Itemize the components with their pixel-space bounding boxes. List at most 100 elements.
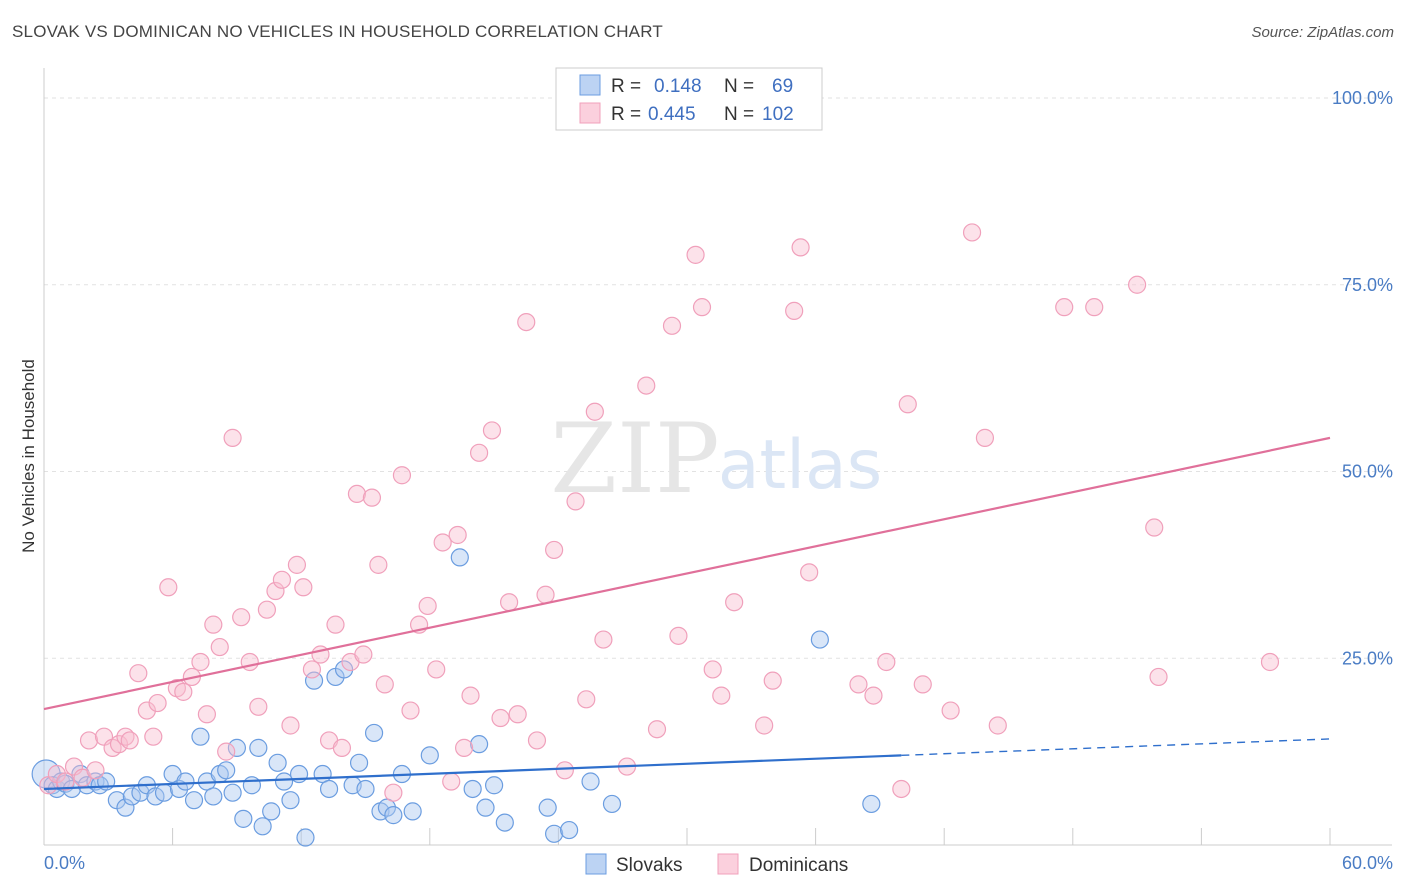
dominican-point-51	[427, 660, 446, 679]
slovak-point-63	[581, 772, 600, 791]
dominican-point-21	[197, 705, 216, 724]
dominican-point-34	[294, 578, 313, 597]
dominican-point-88	[877, 652, 896, 672]
slovak-point-27	[223, 783, 242, 802]
dominican-point-15	[148, 693, 167, 713]
slovak-point-20	[176, 772, 195, 791]
tick-labels: 100.0% 75.0% 50.0% 25.0% 0.0% 60.0%	[44, 88, 1393, 873]
slovak-point-32	[253, 817, 272, 836]
slovak-point-28	[227, 738, 246, 757]
dominican-point-78	[703, 660, 722, 679]
slovak-point-36	[281, 791, 300, 810]
dominican-point-94	[975, 428, 995, 447]
slovak-point-31	[249, 738, 268, 757]
dominican-point-14	[144, 727, 163, 746]
dominican-point-57	[469, 443, 489, 462]
dominican-point-31	[272, 570, 292, 589]
dominican-point-56	[461, 686, 480, 705]
dominican-point-5	[79, 731, 99, 750]
dominican-point-77	[692, 298, 712, 317]
dominican-point-55	[454, 738, 474, 757]
dominican-point-81	[755, 716, 774, 735]
slovak-trend-line	[43, 754, 902, 791]
slovak-point-64	[602, 794, 622, 814]
dominican-point-61	[508, 705, 527, 724]
slovak-point-29	[234, 809, 253, 828]
dominican-point-41	[347, 484, 367, 504]
dominican-point-59	[491, 708, 510, 728]
y-tick-label-1: 75.0%	[1342, 275, 1393, 295]
dominican-point-22	[204, 615, 223, 634]
slovak-point-30	[242, 776, 262, 795]
dominican-point-30	[266, 581, 285, 601]
dominican-point-48	[401, 701, 420, 720]
slovak-point-66	[862, 794, 881, 814]
dominican-point-86	[849, 675, 868, 694]
slovak-point-33	[262, 802, 281, 821]
slovak-point-58	[485, 776, 504, 795]
dominican-point-101	[1260, 652, 1280, 672]
dominican-point-12	[129, 664, 148, 683]
legend-slovak-swatch	[579, 74, 601, 96]
dominican-point-42	[354, 645, 373, 664]
y-tick-label-3: 25.0%	[1342, 648, 1393, 668]
dominican-point-13	[137, 701, 156, 720]
dominican-point-83	[785, 301, 804, 320]
slovak-point-50	[384, 806, 403, 825]
dominican-point-28	[249, 697, 268, 716]
slovak-point-57	[476, 798, 495, 817]
slovak-point-46	[356, 779, 375, 799]
dominican-point-90	[898, 395, 917, 414]
y-tick-label-0: 100.0%	[1332, 88, 1393, 108]
slovak-point-34	[268, 753, 287, 772]
dominican-point-16	[159, 578, 178, 597]
dominican-point-38	[326, 615, 345, 634]
trend-lines	[43, 436, 1331, 791]
dominican-point-89	[892, 779, 911, 799]
bottom-legend-slovaks-swatch	[585, 853, 607, 875]
series-dominicans-points	[39, 223, 1280, 802]
dominican-point-33	[287, 555, 307, 574]
dominican-point-68	[577, 690, 596, 709]
legend-slovak-r-label: R =	[611, 76, 641, 97]
bottom-legend-dominicans-swatch	[717, 853, 739, 875]
dominican-point-24	[217, 742, 236, 761]
axes	[43, 68, 1392, 846]
legend-dominican-swatch	[579, 102, 601, 124]
y-axis-label: No Vehicles in Household	[19, 359, 38, 553]
dominican-point-63	[527, 731, 547, 750]
x-tick-label-1: 60.0%	[1342, 853, 1393, 873]
dominican-point-25	[223, 428, 242, 447]
dominican-point-67	[566, 492, 585, 511]
watermark-atlas: atlas	[718, 426, 882, 505]
bottom-legend-slovaks-label: Slovaks	[616, 855, 683, 876]
dominican-point-87	[864, 686, 883, 705]
dominican-point-75	[669, 626, 688, 645]
legend-dominican-r-label: R =	[611, 104, 641, 125]
slovak-point-21	[184, 791, 204, 810]
dominican-point-60	[500, 593, 519, 612]
dominican-point-65	[545, 540, 564, 560]
dominican-point-70	[594, 630, 613, 649]
dominican-point-46	[384, 783, 403, 802]
y-tick-label-2: 50.0%	[1342, 462, 1393, 482]
slovak-point-22	[191, 727, 210, 746]
source-label: Source: ZipAtlas.com	[1251, 24, 1394, 41]
legend: R = 0.148 N = 69 R = 0.445 N = 102	[555, 67, 823, 131]
dominican-point-85	[800, 563, 819, 582]
chart-title: SLOVAK VS DOMINICAN NO VEHICLES IN HOUSE…	[12, 22, 663, 41]
slovak-point-41	[319, 779, 339, 799]
slovak-point-55	[463, 779, 482, 799]
x-tick-label-0: 0.0%	[44, 853, 85, 873]
dominican-point-93	[962, 223, 982, 242]
slovak-point-60	[538, 798, 557, 817]
dominican-point-35	[302, 660, 322, 679]
slovak-point-62	[560, 820, 579, 840]
slovak-point-35	[274, 772, 294, 791]
dominican-point-64	[536, 585, 555, 604]
dominican-point-76	[686, 245, 705, 264]
dominican-point-82	[763, 671, 782, 690]
dominican-point-92	[941, 701, 960, 720]
dominican-point-95	[988, 716, 1007, 735]
